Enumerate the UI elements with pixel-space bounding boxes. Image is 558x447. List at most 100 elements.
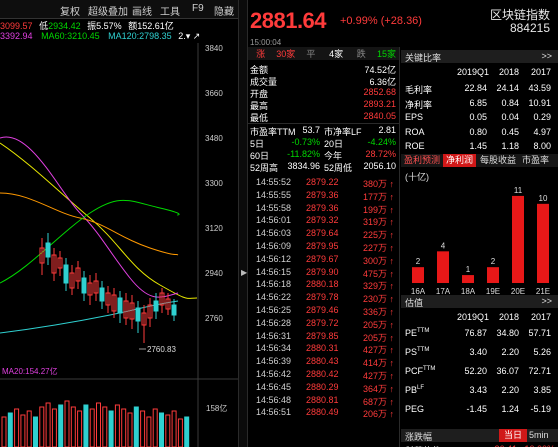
- ma-menu-icon[interactable]: ▾ ↗: [185, 31, 201, 41]
- breadth-item: 平: [306, 49, 316, 59]
- valuation-value: 34.80: [496, 328, 519, 338]
- stat-label: 开盘: [250, 89, 269, 99]
- valuation-title: 估值: [405, 298, 424, 308]
- trade-row[interactable]: 14:56:31 2879.85 205万 ↑: [248, 331, 400, 344]
- tab-net-profit[interactable]: 净利润: [443, 154, 477, 167]
- trade-row[interactable]: 14:56:51 2880.49 206万 ↑: [248, 407, 400, 420]
- volume-bar: [20, 414, 26, 447]
- trade-row[interactable]: 14:56:48 2880.81 687万 ↑: [248, 395, 400, 408]
- volume-bar: [45, 402, 51, 447]
- hide-button[interactable]: 隐藏: [214, 7, 234, 18]
- valuation-value: 2.20: [501, 347, 519, 357]
- trade-price: 2880.18: [306, 279, 339, 290]
- kline-chart[interactable]: 3840 3660 3480 3300 3120 2940 2760 2760.83 MA2…: [0, 43, 238, 447]
- price-axis-tick: 3480: [205, 134, 223, 143]
- trade-row[interactable]: 14:56:34 2880.31 427万 ↑: [248, 343, 400, 356]
- trade-row[interactable]: 14:55:58 2879.36 199万 ↑: [248, 203, 400, 216]
- stat-label: 今年: [324, 151, 343, 161]
- trade-time: 14:55:55: [256, 189, 292, 200]
- ratio-value: 8.00: [533, 141, 551, 151]
- ratio-name: 净利率: [405, 99, 433, 110]
- tools-button[interactable]: 工具: [160, 7, 180, 18]
- tick-panel: 涨 30家平 4家 跌 15家 金额 74.52亿 成交量 6.36亿 开盘 2852.68 最高 2…: [248, 47, 400, 447]
- volume-bar: [102, 406, 108, 447]
- trade-row[interactable]: 14:56:12 2879.67 300万 ↑: [248, 254, 400, 267]
- trade-time: 14:56:31: [256, 330, 292, 341]
- candle: [81, 277, 87, 294]
- ma-menu[interactable]: 2.: [178, 31, 186, 41]
- candle: [69, 272, 75, 289]
- trade-row[interactable]: 14:56:45 2880.29 364万 ↑: [248, 382, 400, 395]
- tab-eps[interactable]: 每股收益: [480, 155, 517, 165]
- volume-bar: [26, 410, 32, 447]
- ratios-more-button[interactable]: >>: [541, 51, 552, 61]
- trade-row[interactable]: 14:56:42 2880.42 427万 ↑: [248, 369, 400, 382]
- valuation-value: -1.45: [466, 404, 487, 414]
- trade-row[interactable]: 14:56:18 2880.18 329万 ↑: [248, 279, 400, 292]
- profit-bar: [437, 251, 449, 283]
- gainers-title: 涨跌幅: [405, 432, 433, 442]
- ratio-value: 0.04: [501, 112, 519, 122]
- trade-price: 2880.43: [306, 356, 339, 367]
- stat-label: 60日: [250, 151, 270, 161]
- profit-category-label: 20E: [511, 287, 525, 296]
- ratio-value: 6.85: [469, 97, 487, 108]
- tab-5min[interactable]: 5min: [529, 430, 549, 440]
- trade-row[interactable]: 14:55:52 2879.22 380万 ↑: [248, 177, 400, 190]
- adjust-button[interactable]: 复权: [60, 7, 80, 18]
- trade-row[interactable]: 14:56:39 2880.43 414万 ↑: [248, 356, 400, 369]
- ma30-value: 3392.94: [0, 31, 33, 41]
- valuation-more-button[interactable]: >>: [541, 296, 552, 306]
- profit-category-label: 16A: [411, 287, 426, 296]
- collapse-arrow-icon[interactable]: ▶: [241, 268, 248, 277]
- candle: [135, 307, 141, 322]
- ratio-value: 0.80: [469, 126, 487, 137]
- trade-row[interactable]: 14:56:03 2879.64 225万 ↑: [248, 228, 400, 241]
- price-axis-tick: 3300: [205, 179, 223, 188]
- stat-label: 52周高: [250, 163, 279, 173]
- draw-button[interactable]: 画线: [132, 7, 152, 18]
- ma-legend: 3392.94 MA60:3210.45 MA120:2798.35 2.▾ ↗: [0, 31, 238, 43]
- trade-time: 14:56:12: [256, 253, 292, 264]
- trade-volume: 205万 ↑: [362, 319, 394, 330]
- amp-label: 振: [87, 21, 97, 31]
- overlay-button[interactable]: 超级叠加: [88, 7, 128, 18]
- valuation-value: -5.19: [530, 404, 551, 414]
- profit-tabs: 盈利预测 净利润 每股收益 市盈率: [401, 154, 558, 167]
- valuation-col-header: 2019Q1: [457, 312, 490, 322]
- last-price: 2881.64: [250, 8, 327, 33]
- trade-row[interactable]: 14:56:15 2879.90 475万 ↑: [248, 267, 400, 280]
- stat-label: 5日: [250, 139, 265, 149]
- fundamentals-panel: 关键比率 >> 2019Q1 2018 2017 毛利率 22.84 24.14 43.59…: [401, 47, 558, 447]
- trade-row[interactable]: 14:56:22 2879.78 230万 ↑: [248, 292, 400, 305]
- ratio-value: 22.84: [464, 83, 487, 93]
- trade-row[interactable]: 14:56:01 2879.32 319万 ↑: [248, 215, 400, 228]
- ma120-value: MA120:2798.35: [108, 31, 172, 41]
- volume-bar: [171, 410, 177, 447]
- valuation-value: 3.43: [469, 385, 487, 395]
- trade-row[interactable]: 14:55:55 2879.36 177万 ↑: [248, 190, 400, 203]
- tab-pe[interactable]: 市盈率: [522, 155, 550, 165]
- tab-forecast[interactable]: 盈利预测: [404, 155, 441, 165]
- trade-price: 2879.36: [306, 202, 339, 213]
- tab-today[interactable]: 当日: [499, 429, 528, 442]
- trade-time: 14:56:09: [256, 241, 292, 251]
- candle: [93, 280, 99, 294]
- trade-row[interactable]: 14:56:09 2879.95 227万 ↑: [248, 241, 400, 254]
- candles: [39, 233, 177, 343]
- profit-bar-label: 4: [441, 241, 446, 250]
- trade-row[interactable]: 14:56:25 2879.46 336万 ↑: [248, 305, 400, 318]
- trade-time: 14:56:39: [256, 356, 292, 367]
- ratio-value: 1.18: [501, 141, 519, 151]
- valuation-name: PBLF: [405, 385, 425, 395]
- trade-price: 2880.31: [306, 343, 339, 354]
- panel-splitter[interactable]: ▶: [238, 0, 248, 447]
- trade-row[interactable]: 14:56:28 2879.72 205万 ↑: [248, 318, 400, 331]
- valuation-value: 72.71: [528, 366, 551, 376]
- volume-bar: [51, 408, 57, 447]
- chart-toolbar: 复权 超级叠加 画线 工具 F9 隐藏: [0, 0, 238, 19]
- f9-button[interactable]: F9: [192, 3, 204, 14]
- stat-value: 53.7: [302, 125, 320, 135]
- trade-time: 14:56:22: [256, 292, 292, 303]
- candle: [87, 282, 93, 296]
